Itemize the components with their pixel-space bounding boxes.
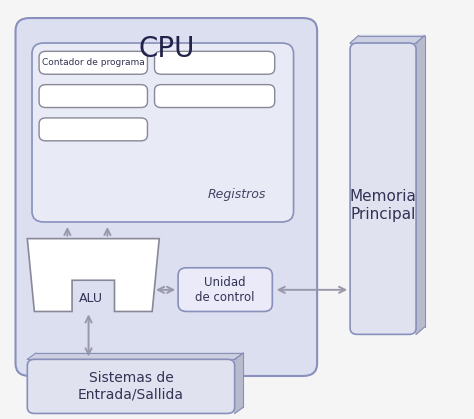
FancyBboxPatch shape bbox=[39, 118, 147, 141]
FancyBboxPatch shape bbox=[16, 18, 317, 376]
FancyBboxPatch shape bbox=[178, 268, 273, 311]
Polygon shape bbox=[27, 239, 159, 311]
Text: Registros: Registros bbox=[208, 189, 266, 202]
Text: Unidad
de control: Unidad de control bbox=[195, 276, 255, 304]
Text: Sistemas de
Entrada/Sallida: Sistemas de Entrada/Sallida bbox=[78, 371, 184, 401]
Polygon shape bbox=[350, 36, 425, 43]
Text: ALU: ALU bbox=[79, 292, 103, 305]
FancyBboxPatch shape bbox=[155, 85, 275, 108]
Polygon shape bbox=[235, 353, 243, 414]
Polygon shape bbox=[27, 353, 243, 360]
FancyBboxPatch shape bbox=[39, 52, 147, 74]
Text: CPU: CPU bbox=[138, 35, 194, 63]
FancyBboxPatch shape bbox=[350, 43, 416, 334]
FancyBboxPatch shape bbox=[27, 360, 235, 414]
Text: Contador de programa: Contador de programa bbox=[42, 58, 145, 67]
Polygon shape bbox=[416, 36, 425, 334]
FancyBboxPatch shape bbox=[39, 85, 147, 108]
Text: Memoria
Principal: Memoria Principal bbox=[350, 189, 417, 222]
FancyBboxPatch shape bbox=[155, 52, 275, 74]
FancyBboxPatch shape bbox=[32, 43, 293, 222]
